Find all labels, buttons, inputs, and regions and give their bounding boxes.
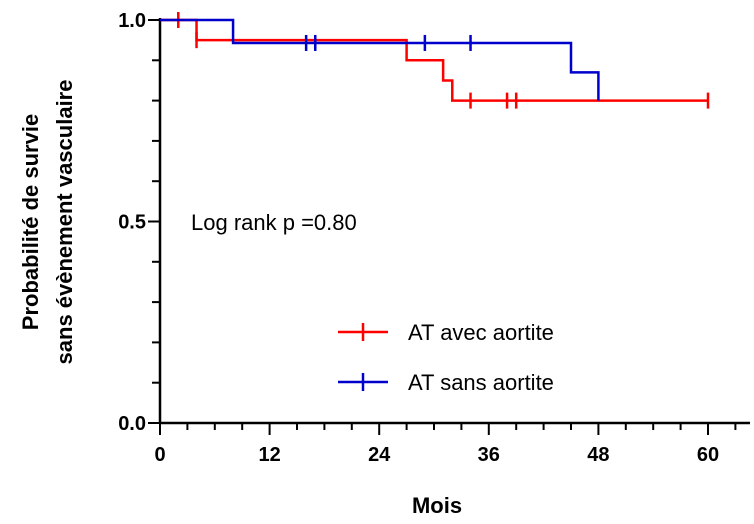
y-tick-label: 0.5 <box>118 212 146 234</box>
series-line-1 <box>160 18 600 101</box>
x-axis-title: Mois <box>412 493 462 518</box>
y-tick-labels: 0.0 0.5 1.0 <box>118 10 146 435</box>
x-tick-label: 60 <box>697 444 719 466</box>
y-axis-title: Probabilité de survie sans évènement vasc… <box>18 80 77 365</box>
y-tick-label: 1.0 <box>118 10 146 32</box>
axes <box>148 18 750 435</box>
legend: AT avec aortite AT sans aortite <box>338 320 554 395</box>
x-tick-label: 36 <box>478 444 500 466</box>
x-tick-labels: 0 12 24 36 48 60 <box>154 444 719 466</box>
log-rank-annotation: Log rank p =0.80 <box>191 210 357 235</box>
x-tick-label: 0 <box>154 444 165 466</box>
series-layer <box>160 12 710 109</box>
series-line-0 <box>160 18 708 102</box>
y-axis-title-line: sans évènement vasculaire <box>52 80 77 365</box>
legend-label: AT avec aortite <box>408 320 554 345</box>
x-tick-label: 12 <box>258 444 280 466</box>
y-axis-title-line: Probabilité de survie <box>18 114 43 330</box>
y-tick-label: 0.0 <box>118 413 146 435</box>
legend-label: AT sans aortite <box>408 370 554 395</box>
x-tick-label: 24 <box>368 444 391 466</box>
x-tick-label: 48 <box>587 444 609 466</box>
